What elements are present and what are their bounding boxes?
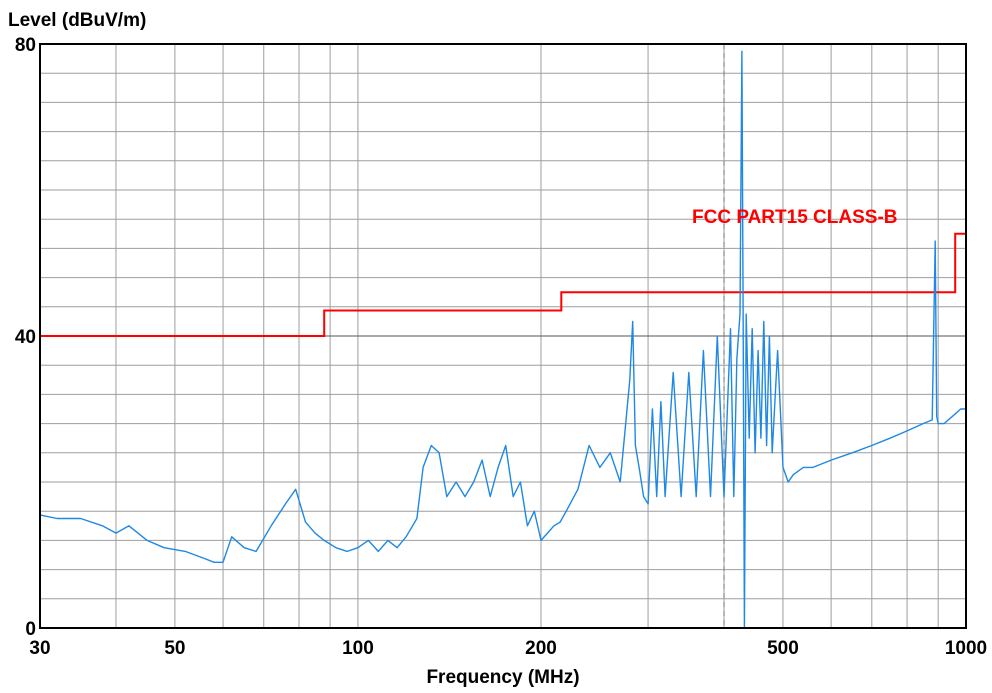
y-axis-label: Level (dBuV/m) xyxy=(8,10,146,31)
y-tick-label: 0 xyxy=(25,619,36,640)
plot-frame xyxy=(39,43,967,629)
x-tick-label: 500 xyxy=(767,638,799,659)
x-tick-label: 1000 xyxy=(945,638,987,659)
x-tick-label: 100 xyxy=(342,638,374,659)
x-tick-label: 200 xyxy=(525,638,557,659)
grid xyxy=(40,44,966,628)
series-group xyxy=(39,50,966,629)
tick-labels: 30 50 100 200 500 1000 0 40 80 xyxy=(15,35,987,659)
x-tick-label: 50 xyxy=(164,638,185,659)
x-axis-label: Frequency (MHz) xyxy=(426,667,579,688)
limit-line xyxy=(40,232,966,337)
limit-line-label: FCC PART15 CLASS-B xyxy=(692,207,898,228)
y-tick-label: 40 xyxy=(15,327,36,348)
limit-line-group xyxy=(40,232,966,337)
series-line xyxy=(39,50,966,629)
x-tick-label: 30 xyxy=(29,638,50,659)
y-tick-label: 80 xyxy=(15,35,36,56)
